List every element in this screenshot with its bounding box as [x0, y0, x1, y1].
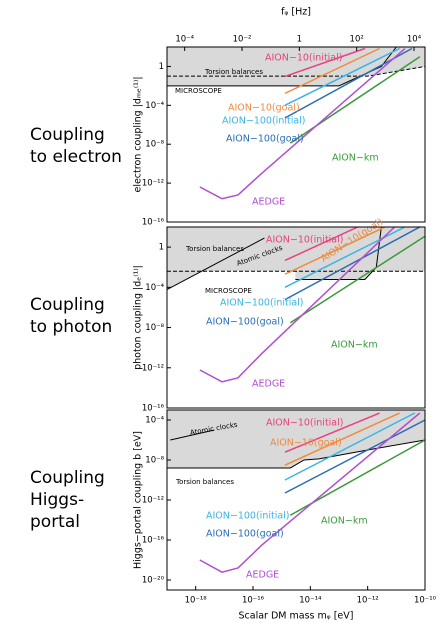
series-line [167, 65, 425, 77]
series-label: AION−10(initial) [266, 418, 343, 429]
plot-area [167, 410, 425, 574]
y-axis-title: electron coupling |dₘₑ⁽¹⁾| [133, 76, 144, 192]
series-line [199, 227, 396, 383]
y-tick-label: 10⁻¹⁶ [142, 218, 165, 228]
row-label: to photon [30, 317, 112, 337]
series-line [289, 235, 425, 324]
y-tick-label: 10⁻¹⁶ [142, 404, 165, 414]
series-label: AION−100(goal) [206, 529, 284, 540]
series-line [284, 412, 380, 453]
row-label: Coupling [30, 125, 105, 145]
y-tick-label: 1 [159, 62, 164, 72]
series-label: AION−km [321, 516, 368, 527]
y-axis-title: Higgs−portal coupling b [eV] [133, 431, 144, 569]
x-tick-label: 10⁻¹⁸ [185, 596, 208, 606]
x2-tick-label: 1 [297, 35, 302, 45]
y-tick-label: 10⁻¹² [142, 363, 164, 373]
y-tick-label: 10⁻¹² [142, 496, 164, 506]
row-label: Higgs- [30, 490, 84, 510]
series-label: AION−km [331, 340, 378, 351]
series-line [284, 227, 386, 275]
panel-frame [166, 46, 426, 223]
series-label: AION−km [332, 153, 379, 164]
series-line [284, 47, 380, 95]
row-label: Coupling [30, 468, 105, 488]
row-label: to electron [30, 147, 122, 167]
x2-tick-label: 10² [350, 35, 364, 45]
x2-tick-label: 10⁻⁴ [175, 35, 194, 45]
plot-area [167, 47, 425, 200]
excluded-region [295, 227, 382, 280]
series-label: AION−10(goal) [270, 438, 342, 449]
series-line [199, 47, 406, 200]
series-line [284, 419, 425, 494]
series-line [295, 227, 382, 281]
y-tick-label: 10⁻⁸ [145, 456, 164, 466]
series-label: MICROSCOPE [175, 87, 222, 95]
y-tick-label: 10⁻¹² [142, 179, 164, 189]
series-line [284, 412, 400, 466]
x-tick-label: 10⁻¹⁶ [242, 596, 265, 606]
series-label: Torsion balances [204, 68, 263, 76]
series-label: AION−10(initial) [265, 53, 342, 64]
excluded-region [167, 47, 397, 86]
series-label: AION−100(goal) [226, 134, 304, 145]
x2-tick-label: 10⁻² [233, 35, 252, 45]
series-line [284, 47, 366, 78]
y-tick-label: 10⁻⁴ [145, 283, 164, 293]
y-tick-label: 10⁻⁴ [145, 416, 164, 426]
y-tick-label: 1 [159, 243, 164, 253]
series-label: AION−100(initial) [206, 511, 290, 522]
x-tick-label: 10⁻¹⁰ [414, 596, 437, 606]
series-line [167, 237, 265, 291]
series-line [284, 227, 359, 262]
series-label: AION−100(goal) [206, 317, 284, 328]
panel-frame [166, 226, 426, 409]
series-label: AION−100(initial) [222, 116, 306, 127]
series-label: AEDGE [252, 197, 285, 208]
series-label: AION−10(initial) [266, 235, 343, 246]
x2-axis-title: fᵩ [Hz] [281, 7, 311, 18]
plot-area [167, 227, 425, 383]
series-label: AEDGE [246, 570, 279, 581]
excluded-region [167, 410, 425, 468]
series-line [199, 412, 421, 574]
row-label: portal [30, 512, 80, 532]
series-line [284, 412, 416, 481]
y-tick-label: 10⁻⁴ [145, 101, 164, 111]
series-label: Torsion balances [175, 478, 234, 486]
x2-tick-label: 10⁴ [407, 35, 422, 45]
series-label: AEDGE [252, 379, 285, 390]
series-label: Torsion balances [185, 245, 244, 253]
y-axis-title: photon coupling |dₑ⁽¹⁾| [133, 265, 144, 370]
series-line [284, 47, 400, 107]
excluded-region [167, 227, 265, 290]
y-tick-label: 10⁻¹⁶ [142, 536, 165, 546]
series-label: MICROSCOPE [205, 287, 252, 295]
x-tick-label: 10⁻¹⁴ [299, 596, 322, 606]
series-line [284, 227, 421, 301]
y-tick-label: 10⁻⁸ [145, 323, 164, 333]
x-tick-label: 10⁻¹² [357, 596, 379, 606]
y-tick-label: 10⁻²⁰ [142, 576, 165, 586]
series-label: AION−10(goal) [228, 103, 300, 114]
y-tick-label: 10⁻⁸ [145, 140, 164, 150]
row-label: Coupling [30, 295, 105, 315]
x-axis-title: Scalar DM mass mᵩ [eV] [239, 611, 354, 622]
series-label: AION−100(initial) [220, 298, 304, 309]
series-line [170, 429, 215, 441]
